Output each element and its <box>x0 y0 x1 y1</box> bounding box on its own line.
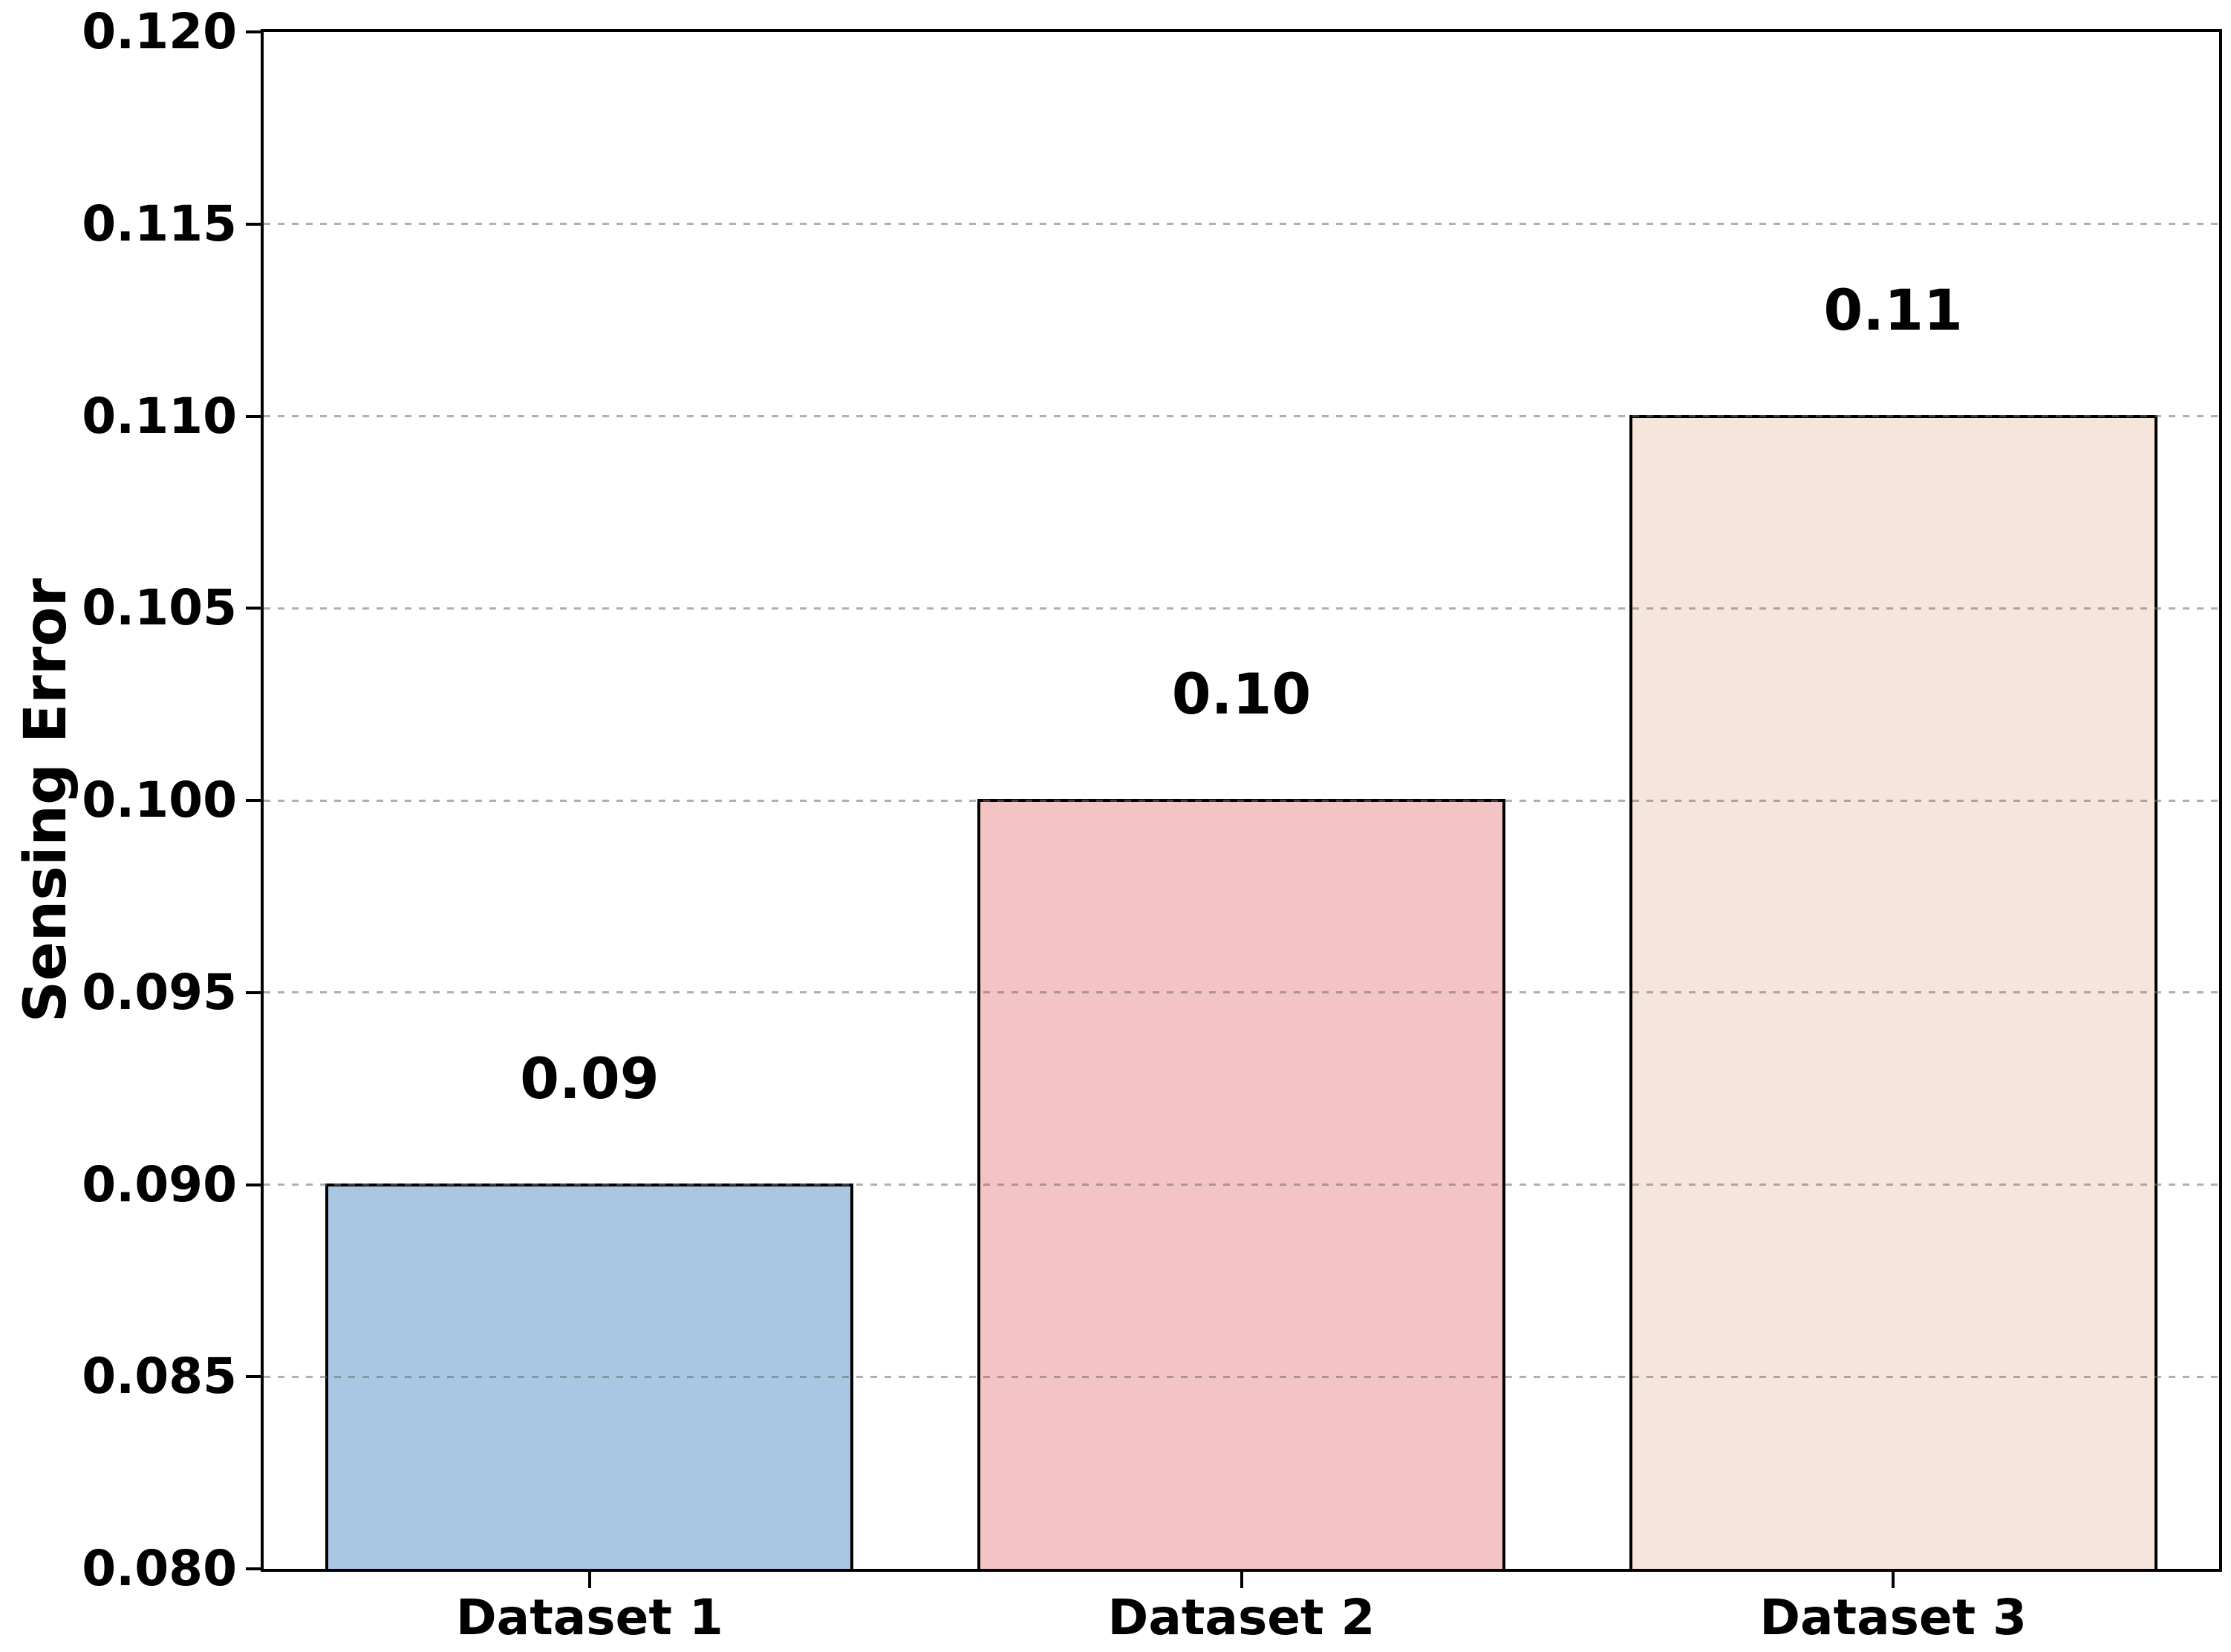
gridline-0.085 <box>264 1375 2219 1378</box>
y-tick-mark <box>246 607 261 610</box>
gridline-0.115 <box>264 223 2219 226</box>
bar-value-label-dataset-3: 0.11 <box>1823 276 1963 343</box>
x-tick-mark <box>1892 1572 1895 1588</box>
y-tick-mark <box>246 222 261 226</box>
x-tick-mark <box>587 1572 591 1588</box>
y-tick-mark <box>246 1183 261 1186</box>
gridline-0.090 <box>264 1184 2219 1186</box>
y-tick-label-0.080: 0.080 <box>82 1540 237 1597</box>
bar-value-label-dataset-1: 0.09 <box>520 1045 659 1111</box>
y-tick-label-0.090: 0.090 <box>82 1155 237 1213</box>
y-tick-mark <box>246 1375 261 1379</box>
gridline-0.105 <box>264 607 2219 610</box>
y-tick-mark <box>246 799 261 802</box>
y-tick-label-0.110: 0.110 <box>82 387 237 445</box>
y-tick-mark <box>246 30 261 33</box>
y-tick-label-0.120: 0.120 <box>82 3 237 60</box>
x-tick-mark <box>1240 1572 1243 1588</box>
y-tick-mark <box>246 990 261 994</box>
bar-value-label-dataset-2: 0.10 <box>1171 661 1312 727</box>
y-tick-label-0.085: 0.085 <box>82 1348 237 1405</box>
y-tick-label-0.095: 0.095 <box>82 963 237 1021</box>
x-tick-label-dataset-3: Dataset 3 <box>1759 1589 2028 1646</box>
gridline-0.100 <box>264 799 2219 802</box>
y-tick-label-0.100: 0.100 <box>82 771 237 829</box>
x-tick-label-dataset-1: Dataset 1 <box>455 1589 723 1646</box>
x-tick-label-dataset-2: Dataset 2 <box>1107 1589 1375 1646</box>
y-tick-label-0.105: 0.105 <box>82 579 237 637</box>
y-tick-mark <box>246 414 261 418</box>
y-tick-label-0.115: 0.115 <box>82 195 237 252</box>
y-tick-mark <box>246 1567 261 1570</box>
gridline-0.095 <box>264 991 2219 994</box>
plot-area <box>261 29 2222 1572</box>
gridline-0.110 <box>264 415 2219 417</box>
